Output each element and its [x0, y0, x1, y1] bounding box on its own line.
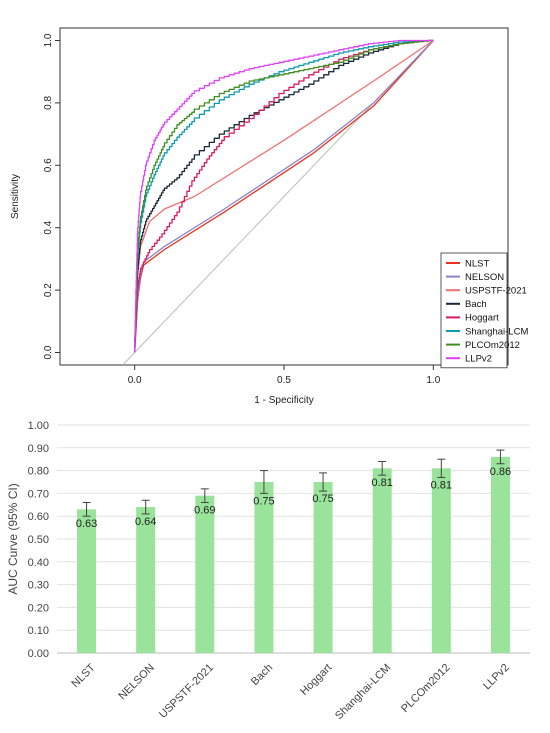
- auc-category-label: NLST: [69, 662, 98, 691]
- roc-legend-label: Bach: [465, 299, 487, 310]
- roc-y-axis-label: Sensitivity: [10, 174, 21, 219]
- roc-y-tick-label: 0.0: [43, 345, 54, 359]
- roc-chart-panel: 0.0 0.2 0.4 0.6 0.8 1.0 0.0 0.5 1.0 1 - Specifici…: [10, 27, 528, 406]
- roc-curve-nelson: [134, 40, 434, 353]
- roc-curve-plcom2012: [134, 39, 434, 353]
- auc-bar-chart: 0.00 0.10 0.20 0.30 0.40 0.50 0.60 0.70 0.80 0.90…: [6, 420, 530, 722]
- roc-legend-label: NLST: [465, 258, 489, 269]
- auc-category-label: NELSON: [116, 662, 157, 703]
- roc-curve-llpv2: [134, 39, 434, 353]
- roc-curve-bach: [134, 39, 434, 353]
- roc-x-tick-label: 0.5: [277, 375, 291, 386]
- roc-x-tick-label: 0.0: [128, 375, 142, 386]
- roc-legend-label: LLPv2: [465, 354, 492, 365]
- auc-y-tick-label: 0.00: [28, 648, 49, 660]
- roc-y-tick-label: 1.0: [43, 33, 54, 47]
- roc-legend-label: USPSTF-2021: [465, 286, 527, 297]
- auc-data-label: 0.69: [194, 505, 215, 517]
- auc-category-label: PLCOm2012: [399, 662, 452, 715]
- auc-bar: [77, 509, 97, 653]
- roc-legend-box: [440, 252, 508, 369]
- auc-bar: [372, 468, 392, 653]
- roc-x-axis-label: 1 - Specificity: [254, 395, 313, 406]
- roc-y-tick-label: 0.2: [43, 283, 54, 297]
- auc-data-label: 0.75: [312, 493, 333, 505]
- auc-data-label: 0.63: [76, 518, 97, 530]
- auc-y-tick-label: 1.00: [28, 420, 49, 432]
- auc-y-tick-label: 0.50: [28, 534, 49, 546]
- auc-y-tick-label: 0.20: [28, 602, 49, 614]
- auc-y-tick-label: 0.90: [28, 443, 49, 455]
- auc-category-label: Shanghai-LCM: [333, 662, 393, 722]
- auc-data-label: 0.86: [490, 466, 511, 478]
- roc-x-tick-label: 1.0: [426, 375, 440, 386]
- roc-legend-label: NELSON: [465, 272, 504, 283]
- auc-bar-chart-panel: 0.00 0.10 0.20 0.30 0.40 0.50 0.60 0.70 0.80 0.90…: [0, 410, 550, 728]
- auc-y-tick-label: 0.70: [28, 488, 49, 500]
- auc-data-label: 0.75: [253, 495, 274, 507]
- roc-curve-shanghai-lcm: [134, 39, 434, 353]
- auc-category-label: Hoggart: [298, 662, 334, 698]
- auc-y-axis-label: AUC Curve (95% CI): [6, 483, 20, 594]
- roc-y-tick-label: 0.8: [43, 96, 54, 110]
- auc-bar: [431, 468, 451, 653]
- roc-legend-label: Shanghai-LCM: [465, 326, 528, 337]
- auc-bar: [136, 507, 156, 653]
- auc-category-label: Bach: [249, 662, 275, 688]
- auc-y-tick-label: 0.30: [28, 580, 49, 592]
- auc-bar: [313, 482, 333, 653]
- auc-data-label: 0.81: [431, 479, 452, 491]
- auc-bar: [254, 482, 274, 653]
- auc-bar: [490, 456, 510, 653]
- auc-y-tick-label: 0.60: [28, 511, 49, 523]
- roc-y-tick-label: 0.6: [43, 158, 54, 172]
- auc-y-tick-label: 0.40: [28, 557, 49, 569]
- roc-legend: NLST NELSON USPSTF-2021 Bach Hoggart Shanghai…: [440, 252, 528, 369]
- roc-chart: 0.0 0.2 0.4 0.6 0.8 1.0 0.0 0.5 1.0 1 - Specifici…: [10, 27, 528, 406]
- roc-y-tick-label: 0.4: [43, 220, 54, 234]
- auc-category-label: LLPv2: [481, 662, 512, 693]
- roc-legend-label: PLCOm2012: [465, 340, 520, 351]
- auc-y-tick-label: 0.80: [28, 466, 49, 478]
- auc-data-label: 0.81: [371, 477, 392, 489]
- auc-category-label: USPSTF-2021: [157, 662, 216, 721]
- auc-y-tick-label: 0.10: [28, 625, 49, 637]
- auc-bar: [195, 495, 215, 653]
- roc-legend-label: Hoggart: [465, 313, 499, 324]
- auc-data-label: 0.64: [135, 516, 156, 528]
